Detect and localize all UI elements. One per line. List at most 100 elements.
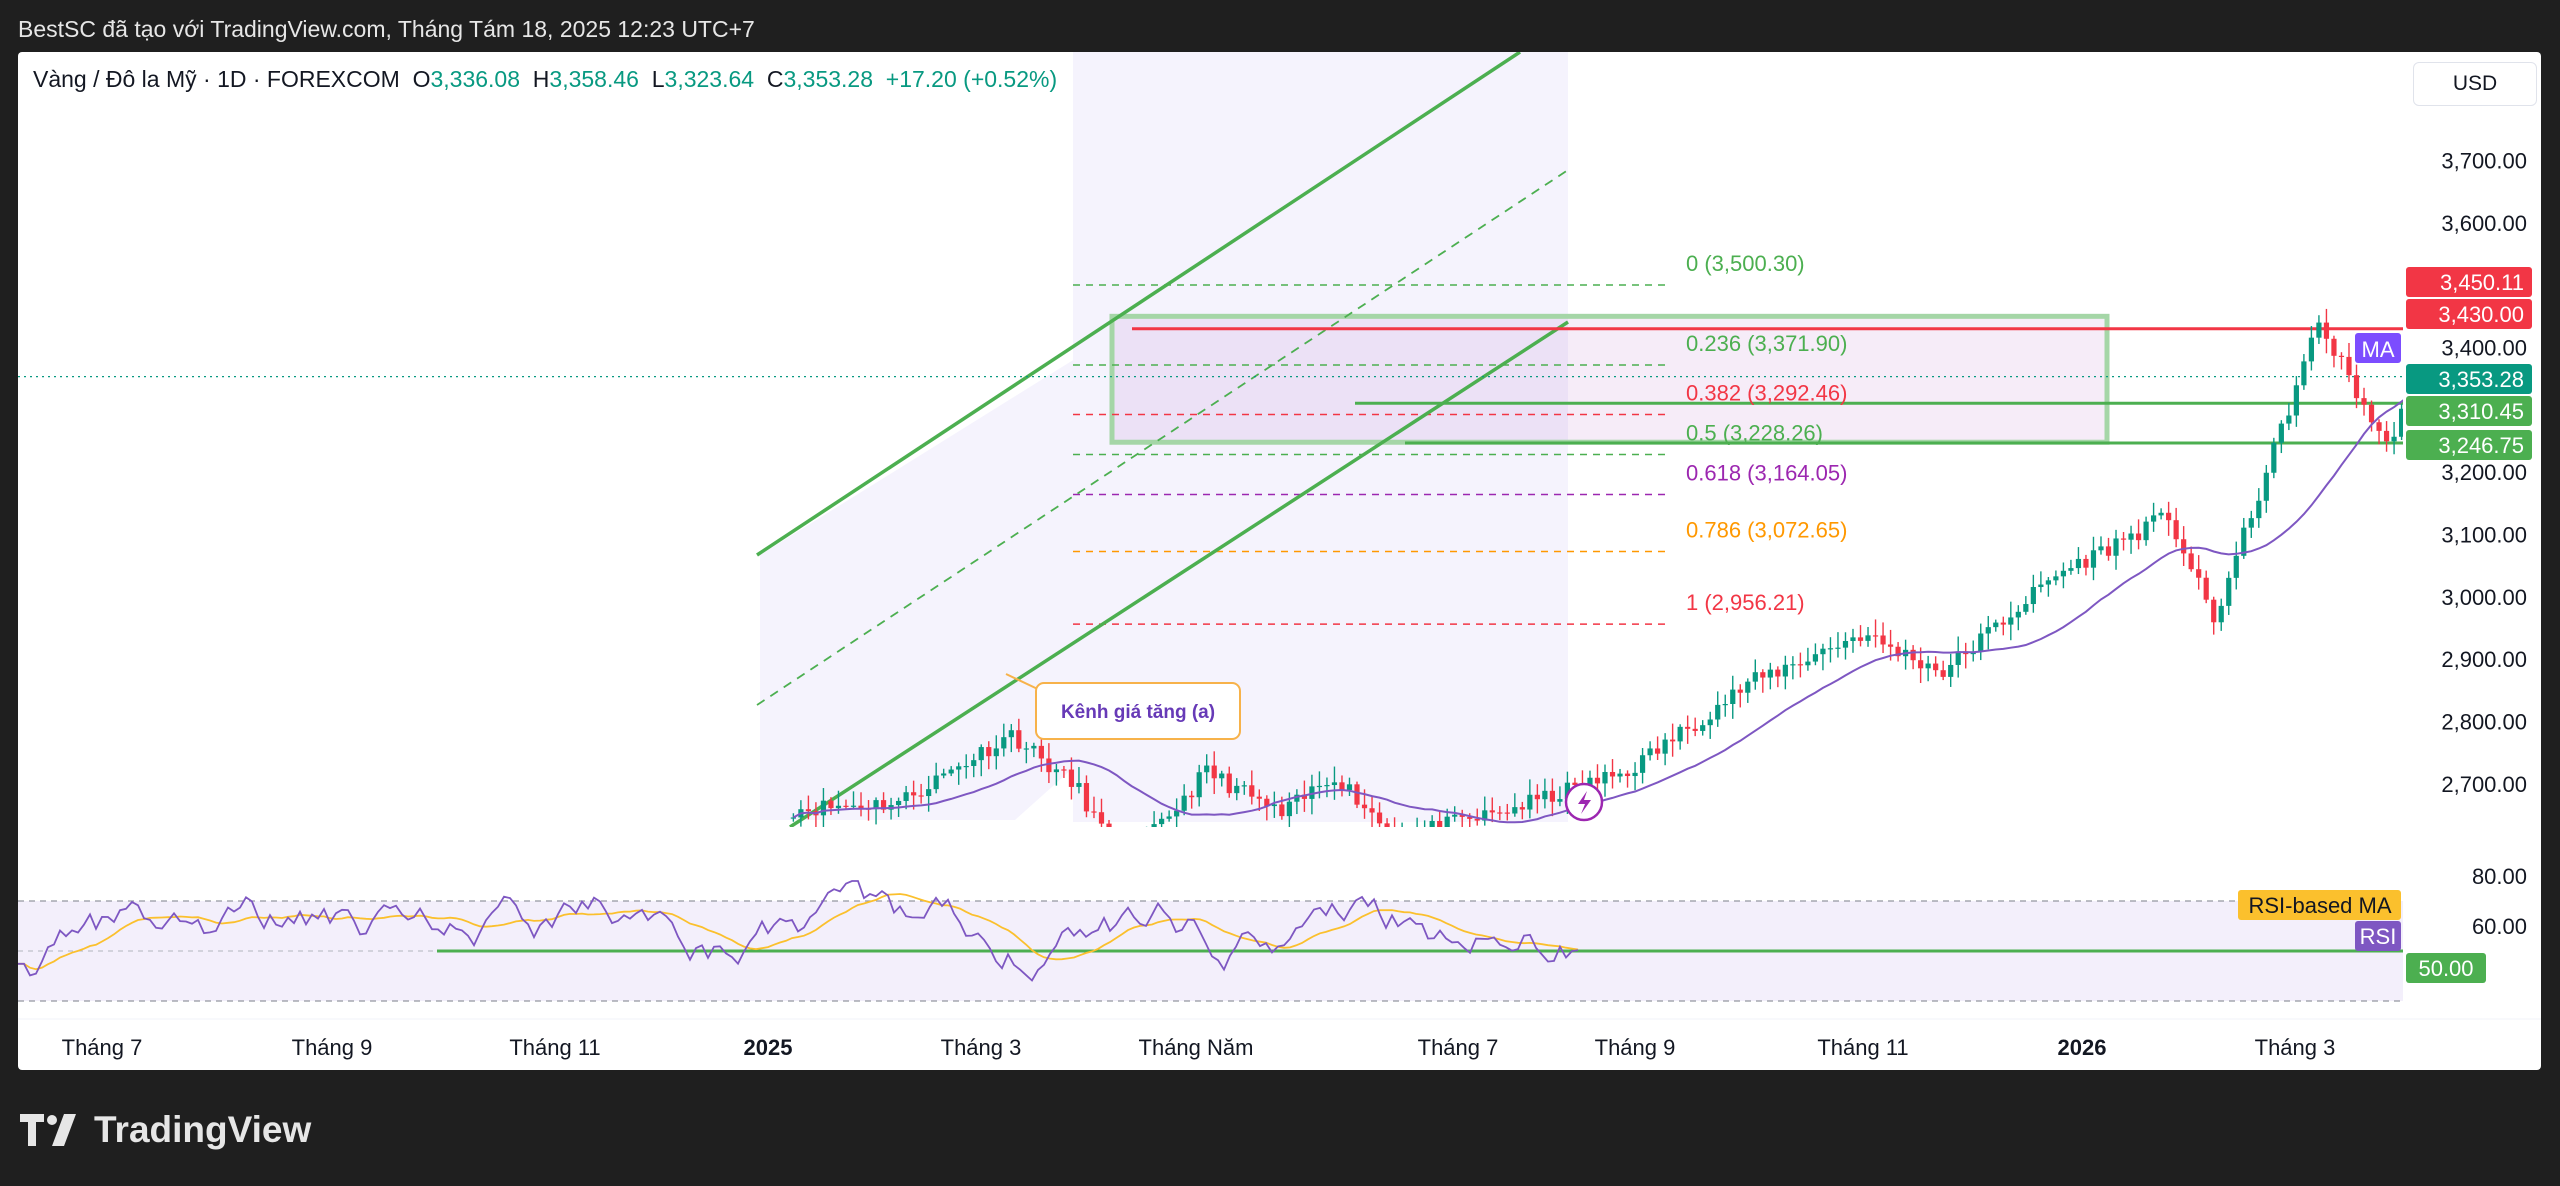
- candle-body: [1211, 765, 1217, 779]
- tradingview-logo[interactable]: TradingView: [20, 1108, 311, 1152]
- candle-body: [1880, 635, 1886, 645]
- candle-body: [2038, 584, 2044, 588]
- currency-selector[interactable]: USD: [2413, 62, 2537, 106]
- candle-body: [2346, 356, 2352, 376]
- open-label: O: [412, 66, 431, 92]
- candle-body: [2113, 538, 2119, 556]
- candle-body: [1159, 818, 1165, 825]
- candle-body: [1369, 808, 1375, 813]
- close-value: 3,353.28: [783, 66, 873, 92]
- candle-body: [1827, 648, 1834, 650]
- time-axis-tick: Tháng 7: [1418, 1035, 1499, 1060]
- candle-body: [1872, 635, 1879, 637]
- candle-body: [1151, 824, 1157, 827]
- candle-body: [1316, 785, 1323, 788]
- candle-body: [1098, 812, 1105, 824]
- candle-body: [2293, 385, 2299, 416]
- candle-body: [1189, 795, 1195, 798]
- candle-body: [1609, 771, 1616, 777]
- candle-body: [2534, 452, 2539, 463]
- candle-body: [1805, 661, 1811, 666]
- candle-body: [1557, 799, 1563, 802]
- candle-body: [2053, 576, 2059, 581]
- rsi-tag: [2355, 921, 2401, 951]
- rsi-ma-label: RSI-based MA: [2248, 893, 2391, 918]
- candle-body: [1910, 649, 1916, 661]
- candle-body: [1354, 784, 1360, 805]
- candle-body: [2398, 408, 2403, 437]
- candle-body: [1587, 777, 1593, 790]
- candle-body: [2060, 570, 2067, 577]
- time-axis-tick: Tháng 3: [941, 1035, 1022, 1060]
- candle-body: [1429, 820, 1435, 827]
- candle-body: [918, 795, 924, 797]
- candle-body: [1474, 818, 1480, 821]
- candle-body: [1978, 633, 1984, 652]
- price-label-value: 3,310.45: [2438, 399, 2524, 424]
- candle-body: [941, 773, 947, 776]
- candle-body: [2188, 553, 2194, 570]
- price-axis-tick: 2,900.00: [2441, 647, 2527, 672]
- candle-body: [1715, 704, 1721, 720]
- rsi-value-tag: [2406, 953, 2486, 983]
- candle-body: [948, 769, 954, 774]
- candle-body: [1061, 769, 1067, 771]
- candle-body: [2301, 361, 2307, 386]
- high-value: 3,358.46: [549, 66, 639, 92]
- candle-body: [2512, 489, 2517, 494]
- candle-body: [1835, 647, 1841, 649]
- candle-body: [843, 805, 849, 807]
- candle-body: [1399, 837, 1404, 843]
- candle-body: [1594, 777, 1601, 784]
- candle-body: [1384, 823, 1390, 827]
- candle-body: [1361, 804, 1368, 809]
- candle-body: [2361, 398, 2367, 405]
- candle-body: [1346, 784, 1353, 791]
- candle-body: [1444, 816, 1450, 827]
- fib-level-label: 0.618 (3,164.05): [1686, 461, 1847, 486]
- candle-body: [2376, 422, 2382, 431]
- candle-body: [1857, 637, 1864, 641]
- change-value: +17.20 (+0.52%): [885, 66, 1058, 92]
- candle-body: [1219, 773, 1225, 779]
- close-label: C: [766, 66, 784, 92]
- candle-body: [1309, 786, 1315, 799]
- price-axis-tick: 3,600.00: [2441, 211, 2527, 236]
- price-axis-tick: 3,100.00: [2441, 522, 2527, 547]
- price-label-value: 3,430.00: [2438, 302, 2524, 327]
- candle-body: [1534, 794, 1540, 800]
- time-axis-tick: Tháng 11: [1817, 1035, 1908, 1060]
- candle-body: [1121, 859, 1126, 874]
- candle-body: [2331, 338, 2337, 356]
- candle-body: [2120, 538, 2127, 540]
- candle-body: [2203, 577, 2209, 600]
- candle-body: [1294, 794, 1300, 802]
- chart-attribution: BestSC đã tạo với TradingView.com, Tháng…: [18, 16, 755, 42]
- candle-body: [1925, 663, 1931, 669]
- price-axis-tick: 3,000.00: [2441, 585, 2527, 610]
- candle-body: [2549, 438, 2554, 453]
- candle-body: [1174, 810, 1180, 817]
- channel-lower-line: [789, 320, 1569, 827]
- rsi-ma-line: [18, 893, 1579, 971]
- candle-body: [1940, 670, 1946, 677]
- candle-body: [1068, 769, 1075, 787]
- candle-body: [2000, 622, 2006, 625]
- candle-body: [2383, 430, 2390, 442]
- time-axis-tick: Tháng 9: [292, 1035, 373, 1060]
- candle-body: [1850, 637, 1856, 642]
- candle-body: [790, 817, 796, 819]
- time-axis-tick: 2026: [2058, 1035, 2107, 1060]
- candle-body: [1602, 771, 1608, 784]
- candle-body: [2256, 500, 2262, 519]
- candle-body: [1136, 843, 1141, 854]
- low-value: 3,323.64: [664, 66, 755, 92]
- candle-body: [1797, 664, 1803, 666]
- candle-body: [2504, 494, 2509, 496]
- candle-body: [820, 800, 827, 816]
- candle-body: [978, 747, 984, 761]
- candle-body: [1617, 773, 1623, 777]
- candle-body: [1053, 769, 1060, 773]
- candle-body: [1527, 794, 1533, 810]
